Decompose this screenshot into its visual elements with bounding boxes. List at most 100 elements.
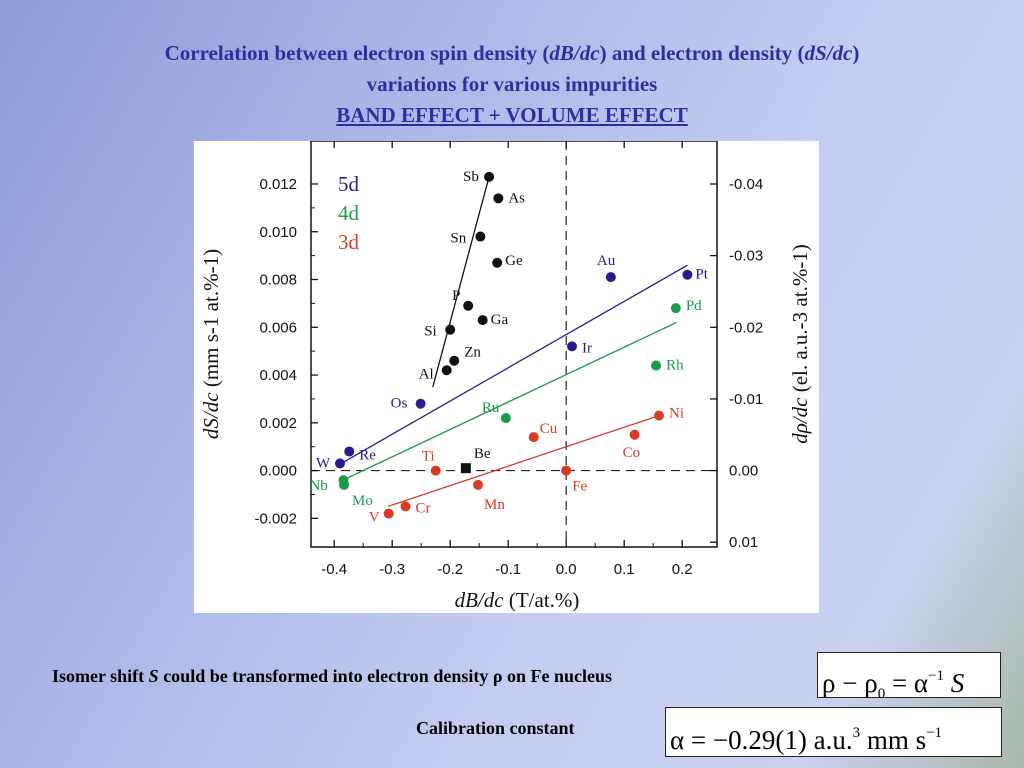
slide-title: Correlation between electron spin densit… xyxy=(0,38,1024,131)
legend-4d: 4d xyxy=(338,201,360,225)
data-label-W: W xyxy=(316,455,331,471)
title-text: ) xyxy=(852,41,860,65)
data-point-Au xyxy=(605,272,616,283)
fit-line-4d xyxy=(342,321,677,481)
formula-lhs: α = −0.29(1) a.u. xyxy=(670,725,853,755)
formula-mid: mm s xyxy=(860,725,927,755)
note-text: Isomer shift xyxy=(52,666,149,686)
title-ds-dc: dS/dc xyxy=(804,41,853,65)
y2-tick-label: 0.01 xyxy=(729,534,758,551)
y-axis-label-symbol: dS/dc xyxy=(199,392,223,439)
data-label-Ga: Ga xyxy=(491,312,509,328)
data-point-Re xyxy=(344,446,355,457)
x-tick-label: -0.2 xyxy=(437,561,463,578)
data-point-Sb xyxy=(484,171,495,182)
legend-5d: 5d xyxy=(338,172,360,196)
data-point-Ga xyxy=(477,315,488,326)
data-point-Zn xyxy=(449,355,460,366)
y2-axis-label-unit: (el. a.u.-3 at.%-1) xyxy=(788,244,812,397)
scatter-chart: -0.4 -0.3 -0.2 -0.1 0.0 0.1 0.2 0.012 0.010 0.008… xyxy=(199,141,812,612)
y-tick-label: 0.002 xyxy=(259,415,297,432)
data-label-Fe: Fe xyxy=(572,479,587,495)
data-label-Mn: Mn xyxy=(484,497,505,513)
data-point-Pd xyxy=(670,303,681,314)
data-label-Ni: Ni xyxy=(669,406,684,422)
y2-tick-label: -0.03 xyxy=(729,248,763,265)
data-point-Co xyxy=(629,429,640,440)
data-label-Os: Os xyxy=(391,396,408,412)
data-point-Mo xyxy=(339,479,350,490)
plot-frame xyxy=(310,141,718,548)
chart-panel: -0.4 -0.3 -0.2 -0.1 0.0 0.1 0.2 0.012 0.010 0.008… xyxy=(194,141,819,613)
data-label-Sb: Sb xyxy=(463,169,479,185)
legend-3d: 3d xyxy=(338,230,360,254)
data-label-Sn: Sn xyxy=(450,231,466,247)
note-symbol-s: S xyxy=(148,666,159,686)
y2-tick-label: -0.01 xyxy=(729,391,763,408)
data-point-P xyxy=(463,300,474,311)
data-point-Rh xyxy=(651,360,662,371)
data-label-V: V xyxy=(369,510,380,526)
data-label-P: P xyxy=(452,288,460,304)
data-label-Be: Be xyxy=(474,446,491,462)
data-point-As xyxy=(493,193,504,204)
formula-rhs: S xyxy=(944,668,965,698)
data-point-Si xyxy=(445,324,456,335)
x-axis-label-unit: (T/at.%) xyxy=(504,588,580,612)
title-text: ) and electron density ( xyxy=(599,41,805,65)
y-tick-label: -0.002 xyxy=(254,510,297,527)
data-point-Ru xyxy=(500,413,511,424)
y-tick-label: 0.006 xyxy=(259,319,297,336)
y-tick-label: 0.000 xyxy=(259,463,297,480)
data-label-Rh: Rh xyxy=(666,357,684,373)
data-point-Os xyxy=(415,398,426,409)
data-label-Re: Re xyxy=(359,447,376,463)
data-point-W xyxy=(335,458,345,469)
formula-eq: = α xyxy=(885,668,929,698)
x-tick-label: 0.0 xyxy=(556,561,577,578)
y2-tick-label: 0.00 xyxy=(729,463,758,480)
data-point-Ge xyxy=(492,257,503,268)
data-label-Ru: Ru xyxy=(482,400,500,416)
calibration-formula: α = −0.29(1) a.u.3 mm s−1 xyxy=(665,707,1002,757)
data-label-Si: Si xyxy=(424,324,437,340)
data-point-Cr xyxy=(400,501,411,512)
calibration-note: Calibration constant xyxy=(416,718,575,738)
y-tick-label: 0.008 xyxy=(259,272,297,289)
data-label-Zn: Zn xyxy=(464,345,481,361)
data-label-Cu: Cu xyxy=(540,421,558,437)
x-tick-label: -0.4 xyxy=(321,561,347,578)
x-tick-label: 0.2 xyxy=(672,561,693,578)
formula-superscript: −1 xyxy=(926,725,943,741)
density-formula: ρ − ρ0 = α−1 S xyxy=(817,652,1001,702)
title-line-3: BAND EFFECT + VOLUME EFFECT xyxy=(336,103,688,127)
data-label-As: As xyxy=(508,190,525,206)
fit-line-5d xyxy=(336,264,688,467)
title-line-2: variations for various impurities xyxy=(366,72,658,96)
y-tick-label: 0.012 xyxy=(259,176,297,193)
y-tick-label: 0.004 xyxy=(259,367,297,384)
data-point-Sn xyxy=(475,231,486,242)
title-line-1: Correlation between electron spin densit… xyxy=(0,38,1024,69)
data-label-Ir: Ir xyxy=(582,340,592,356)
data-point-V xyxy=(383,508,394,519)
y-axis-label: dS/dc (mm s-1 at.%-1) xyxy=(199,249,223,439)
x-axis-label-symbol: dB/dc xyxy=(455,588,505,612)
data-point-Be xyxy=(460,463,471,474)
fit-line-sp xyxy=(432,176,490,388)
data-label-Pd: Pd xyxy=(686,298,702,314)
data-label-Co: Co xyxy=(623,445,641,461)
data-point-Pt xyxy=(682,269,693,280)
data-point-Fe xyxy=(561,465,572,476)
fit-line-3d xyxy=(387,415,660,508)
formula-superscript: −1 xyxy=(928,668,945,684)
data-label-Mo: Mo xyxy=(352,493,373,509)
title-db-dc: dB/dc xyxy=(549,41,600,65)
note-text: could be transformed into electron densi… xyxy=(158,666,612,686)
data-label-Pt: Pt xyxy=(695,267,708,283)
y-tick-label: 0.010 xyxy=(259,224,297,241)
title-text: Correlation between electron spin densit… xyxy=(164,41,550,65)
data-point-Ni xyxy=(654,410,664,421)
y2-tick-label: -0.04 xyxy=(729,176,763,193)
data-label-Nb: Nb xyxy=(309,478,327,494)
